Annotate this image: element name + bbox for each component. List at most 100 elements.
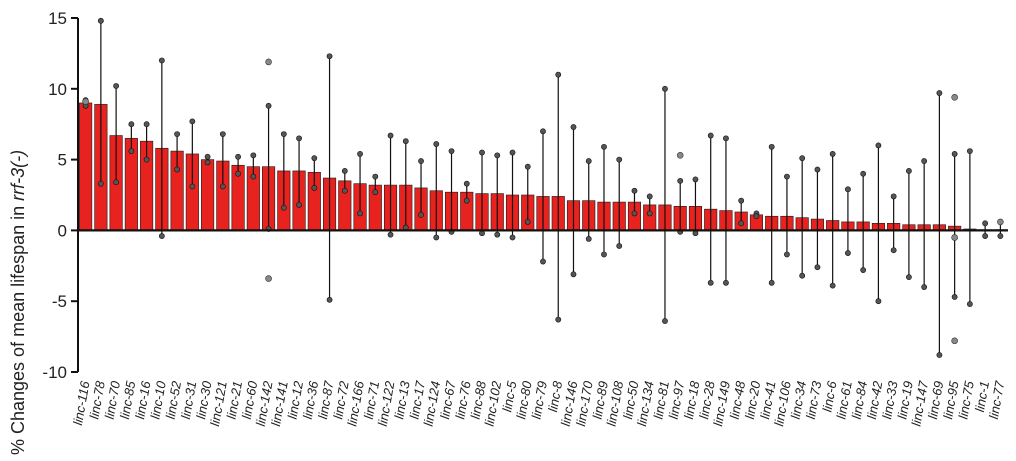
error-cap-low-linc-102 — [494, 231, 501, 238]
error-cap-low-linc-73 — [814, 264, 821, 271]
category-label-linc-21: linc-21 — [224, 380, 245, 420]
error-cap-high-linc-149 — [723, 135, 729, 142]
error-cap-low-linc-52 — [174, 166, 180, 173]
category-label-linc-16: linc-16 — [132, 379, 154, 420]
error-cap-high-linc-142 — [265, 102, 272, 109]
error-cap-high-linc-146 — [570, 124, 577, 130]
error-cap-high-linc-12 — [296, 135, 302, 142]
error-cap-high-linc-108 — [616, 156, 623, 163]
error-cap-low-linc-69 — [936, 352, 943, 358]
category-label-linc-19: linc-19 — [894, 380, 915, 420]
error-cap-low-linc-76 — [463, 197, 470, 204]
error-cap-low-linc-50 — [631, 210, 638, 217]
error-cap-high-linc-8 — [555, 71, 562, 78]
error-cap-high-linc-78 — [97, 17, 104, 24]
category-label-linc-75: linc-75 — [955, 379, 977, 420]
outlier-point-linc-95 — [951, 337, 958, 345]
error-cap-high-linc-124 — [433, 141, 440, 147]
error-cap-low-linc-122 — [387, 231, 394, 238]
error-cap-high-linc-42 — [875, 142, 882, 149]
error-cap-low-linc-42 — [875, 298, 882, 305]
error-cap-low-linc-12 — [296, 202, 302, 208]
error-cap-low-linc-48 — [738, 220, 745, 227]
error-cap-low-linc-61 — [845, 250, 851, 256]
error-cap-low-linc-170 — [585, 235, 592, 242]
error-cap-low-linc-16 — [143, 156, 150, 163]
category-label-linc-42: linc-42 — [864, 379, 886, 420]
error-cap-high-linc-52 — [174, 131, 180, 138]
error-cap-low-linc-84 — [860, 267, 867, 273]
axes-group: 15 10 5 0 -5 -10 — [42, 9, 1008, 382]
error-cap-low-linc-146 — [570, 271, 577, 278]
category-label-linc-73: linc-73 — [803, 379, 825, 420]
error-cap-high-linc-147 — [921, 158, 928, 164]
error-cap-high-linc-61 — [845, 186, 851, 193]
y-axis-label-text: % Changes of mean lifespan in — [8, 201, 28, 455]
category-label-linc-67: linc-67 — [437, 379, 459, 420]
outlier-point-linc-142 — [265, 58, 272, 66]
error-cap-low-linc-147 — [921, 284, 928, 290]
error-cap-low-linc-34 — [799, 272, 806, 279]
category-label-linc-6: linc-6 — [819, 379, 839, 413]
category-label-linc-20: linc-20 — [742, 379, 764, 420]
error-cap-low-linc-81 — [662, 318, 668, 324]
error-cap-high-linc-170 — [585, 158, 592, 164]
error-cap-high-linc-80 — [524, 163, 531, 170]
category-label-linc-12: linc-12 — [285, 379, 307, 420]
error-cap-high-linc-79 — [540, 128, 546, 135]
error-cap-high-linc-70 — [113, 83, 120, 89]
category-label-linc-69: linc-69 — [925, 380, 946, 420]
category-label-linc-76: linc-76 — [452, 379, 474, 420]
error-cap-low-linc-89 — [601, 251, 607, 258]
error-cap-high-linc-5 — [509, 149, 516, 156]
error-cap-low-linc-33 — [890, 247, 897, 254]
category-label-linc-5: linc-5 — [499, 379, 519, 413]
y-tick-label-5: 5 — [58, 151, 67, 170]
error-cap-high-linc-60 — [250, 152, 257, 159]
error-cap-high-linc-1 — [982, 220, 989, 227]
error-cap-high-linc-19 — [906, 168, 912, 174]
error-cap-high-linc-16 — [143, 121, 150, 128]
error-cap-high-linc-69 — [936, 90, 943, 96]
error-cap-low-linc-78 — [97, 180, 104, 187]
error-cap-high-linc-81 — [662, 85, 668, 92]
error-cap-high-linc-31 — [189, 118, 196, 125]
category-label-linc-77: linc-77 — [986, 379, 1008, 420]
error-bars-group — [82, 17, 1004, 358]
category-labels-group: linc-116linc-78linc-70linc-85linc-16linc… — [70, 379, 1007, 427]
y-tick-label--5: -5 — [52, 292, 67, 311]
category-label-linc-89: linc-89 — [590, 380, 611, 420]
error-cap-low-linc-141 — [280, 204, 287, 211]
category-label-linc-34: linc-34 — [788, 380, 809, 420]
error-cap-low-linc-1 — [982, 233, 989, 239]
category-label-linc-28: linc-28 — [696, 379, 718, 420]
outlier-point-linc-142 — [265, 275, 272, 282]
error-cap-low-linc-6 — [829, 282, 836, 289]
category-label-linc-48: linc-48 — [727, 379, 749, 420]
error-cap-high-linc-17 — [418, 158, 424, 164]
category-label-linc-97: linc-97 — [666, 379, 688, 420]
error-cap-low-linc-87 — [326, 296, 333, 303]
category-label-linc-78: linc-78 — [86, 379, 108, 420]
error-cap-low-linc-108 — [616, 243, 623, 249]
error-cap-low-linc-71 — [372, 189, 379, 196]
category-label-linc-30: linc-30 — [193, 379, 215, 420]
category-label-linc-10: linc-10 — [147, 379, 169, 420]
error-cap-low-linc-124 — [433, 234, 440, 241]
category-label-linc-95: linc-95 — [940, 379, 962, 420]
error-cap-high-linc-134 — [646, 193, 653, 200]
error-cap-high-linc-87 — [326, 53, 333, 60]
error-cap-low-linc-28 — [707, 279, 714, 286]
category-label-linc-52: linc-52 — [163, 379, 185, 420]
y-tick-label-10: 10 — [48, 80, 67, 99]
error-cap-low-linc-77 — [997, 233, 1004, 239]
error-cap-high-linc-85 — [128, 121, 135, 128]
category-label-linc-85: linc-85 — [117, 379, 139, 420]
error-cap-high-linc-6 — [829, 151, 836, 157]
y-axis-label: % Changes of mean lifespan in rrf-3(-) — [8, 150, 28, 455]
outlier-point-linc-95 — [951, 93, 958, 101]
error-cap-low-linc-8 — [555, 316, 562, 323]
error-cap-low-linc-134 — [646, 210, 653, 217]
error-cap-high-linc-67 — [448, 148, 455, 155]
